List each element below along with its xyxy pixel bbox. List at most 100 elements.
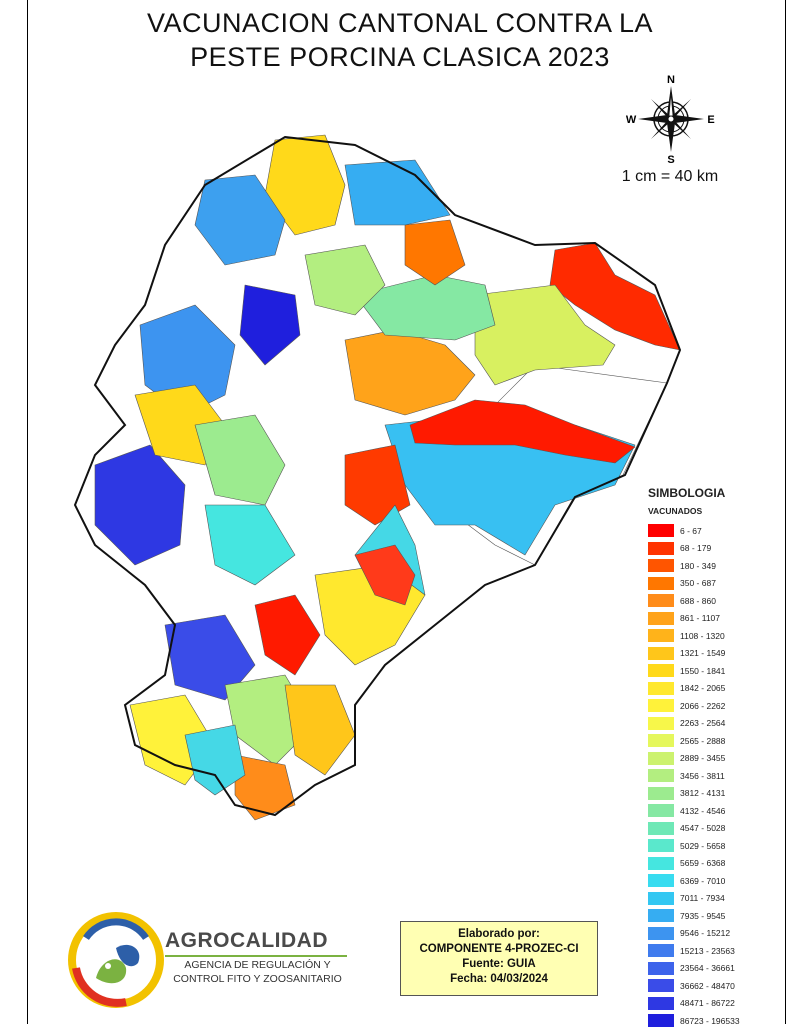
legend-row: 350 - 687	[648, 575, 788, 593]
legend-label: 6369 - 7010	[680, 875, 726, 886]
map-region-south-red	[254, 594, 321, 676]
legend-label: 2263 - 2564	[680, 718, 726, 729]
legend-label: 861 - 1107	[680, 613, 721, 624]
compass-east-label: E	[707, 114, 714, 126]
legend-label: 3812 - 4131	[680, 788, 726, 799]
agency-divider	[165, 955, 347, 957]
legend-row: 48471 - 86722	[648, 995, 788, 1013]
legend-label: 15213 - 23563	[680, 945, 735, 956]
legend-row: 861 - 1107	[648, 610, 788, 628]
legend-label: 350 - 687	[680, 578, 716, 589]
legend-title: SIMBOLOGIA	[648, 486, 726, 500]
legend-label: 86723 - 196533	[680, 1015, 740, 1026]
legend-label: 4547 - 5028	[680, 823, 726, 834]
map-region-southwest-cyan	[184, 724, 246, 796]
legend-row: 86723 - 196533	[648, 1012, 788, 1030]
country-outline	[73, 135, 682, 817]
legend-subtitle: VACUNADOS	[648, 506, 703, 516]
legend-row: 2263 - 2564	[648, 715, 788, 733]
legend-row: 5659 - 6368	[648, 855, 788, 873]
legend-label: 1108 - 1320	[680, 630, 725, 641]
legend-label: 68 - 179	[680, 543, 712, 554]
legend-label: 2889 - 3455	[680, 753, 726, 764]
legend-swatch	[648, 751, 674, 765]
legend-label: 5029 - 5658	[680, 840, 726, 851]
legend-row: 7935 - 9545	[648, 907, 788, 925]
legend-swatch	[648, 699, 674, 713]
canton-choropleth-map	[73, 134, 682, 821]
scale-text: 1 cm = 40 km	[621, 168, 719, 185]
compass-south-label: S	[667, 154, 674, 164]
credits-box: Elaborado por: COMPONENTE 4-PROZEC-CI Fu…	[400, 921, 598, 996]
legend-swatch	[648, 804, 674, 818]
legend-row: 6369 - 7010	[648, 872, 788, 890]
legend-row: 3456 - 3811	[648, 767, 788, 785]
legend-row: 4132 - 4546	[648, 802, 788, 820]
legend-row: 2066 - 2262	[648, 697, 788, 715]
map-region-south-yellow	[284, 684, 356, 776]
legend-swatch	[648, 594, 674, 608]
legend: SIMBOLOGIA VACUNADOS 6 - 67 68 - 179 180 -…	[648, 486, 788, 1030]
legend-label: 23564 - 36661	[680, 963, 735, 974]
credits-line-1: Elaborado por:	[458, 928, 540, 940]
credits-line-2: COMPONENTE 4-PROZEC-CI	[419, 943, 579, 955]
legend-label: 48471 - 86722	[680, 998, 735, 1009]
map-region-coast-cyan	[204, 504, 296, 586]
frame-right-line	[785, 0, 786, 1024]
legend-swatch	[648, 926, 674, 940]
legend-row: 4547 - 5028	[648, 820, 788, 838]
legend-swatch	[648, 611, 674, 625]
legend-label: 1321 - 1549	[680, 648, 726, 659]
legend-swatch	[648, 664, 674, 678]
legend-swatch	[648, 856, 674, 870]
legend-label: 7935 - 9545	[680, 910, 726, 921]
legend-label: 5659 - 6368	[680, 858, 726, 869]
agency-subtitle-line-1: AGENCIA DE REGULACIÓN Y	[184, 959, 331, 971]
legend-row: 1108 - 1320	[648, 627, 788, 645]
legend-row: 23564 - 36661	[648, 960, 788, 978]
map-region-coast-green	[194, 414, 286, 506]
legend-row: 688 - 860	[648, 592, 788, 610]
legend-swatch	[648, 524, 674, 538]
legend-label: 1842 - 2065	[680, 683, 726, 694]
legend-row: 15213 - 23563	[648, 942, 788, 960]
legend-row: 5029 - 5658	[648, 837, 788, 855]
map-region-north-deep-blue	[239, 284, 301, 366]
legend-swatch	[648, 646, 674, 660]
map-region-south-east-red	[354, 544, 416, 606]
legend-row: 2565 - 2888	[648, 732, 788, 750]
legend-label: 3456 - 3811	[680, 770, 725, 781]
legend-label: 2066 - 2262	[680, 700, 726, 711]
legend-swatch	[648, 979, 674, 993]
legend-label: 4132 - 4546	[680, 805, 726, 816]
legend-swatch	[648, 909, 674, 923]
legend-label: 2565 - 2888	[680, 735, 726, 746]
compass-rose-icon: N S W E	[626, 74, 715, 164]
frame-left-line	[27, 0, 28, 1024]
legend-swatch	[648, 839, 674, 853]
map-region-north-blue	[194, 174, 286, 266]
legend-swatch	[648, 541, 674, 555]
legend-swatch	[648, 576, 674, 590]
map-region-east-red-band	[409, 399, 636, 464]
map-region-north-cyan	[344, 159, 451, 226]
legend-row: 1842 - 2065	[648, 680, 788, 698]
compass-west-label: W	[626, 114, 637, 126]
map-region-north-central-orange	[344, 329, 476, 416]
legend-label: 688 - 860	[680, 595, 716, 606]
compass-north-label: N	[667, 74, 675, 86]
legend-swatch	[648, 559, 674, 573]
legend-row: 68 - 179	[648, 540, 788, 558]
legend-swatch	[648, 629, 674, 643]
title-line-1: VACUNACION CANTONAL CONTRA LA	[146, 8, 654, 38]
credits-line-3: Fuente: GUIA	[462, 958, 536, 970]
legend-swatch	[648, 821, 674, 835]
legend-swatch	[648, 681, 674, 695]
map-region-northeast-yellowgreen	[474, 284, 616, 386]
agency-subtitle: AGENCIA DE REGULACIÓN Y CONTROL FITO Y Z…	[165, 958, 350, 986]
legend-swatch	[648, 961, 674, 975]
legend-swatch	[648, 874, 674, 888]
legend-row: 2889 - 3455	[648, 750, 788, 768]
legend-swatch	[648, 1014, 674, 1028]
legend-label: 9546 - 15212	[680, 928, 731, 939]
